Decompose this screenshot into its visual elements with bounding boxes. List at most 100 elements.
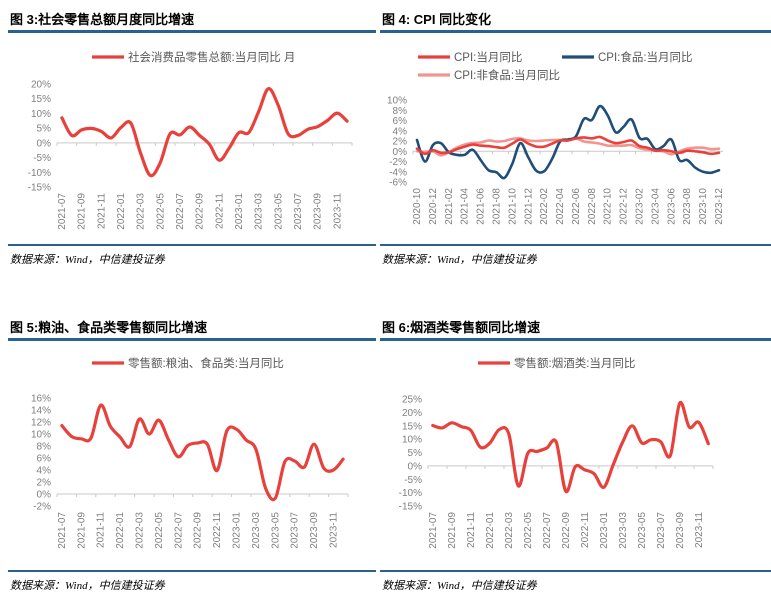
source-note: 数据来源：Wind，中信建投证券 <box>10 580 165 592</box>
x-axis-tick-label: 2023-06 <box>666 188 677 225</box>
footer-rule <box>380 570 771 572</box>
data-line-series-1 <box>415 104 721 180</box>
legend-label: CPI:非食品:当月同比 <box>454 68 560 82</box>
legend-label: CPI:食品:当月同比 <box>598 50 693 64</box>
data-line-series-0 <box>60 87 349 178</box>
cpi-yoy-line-chart: CPI:当月同比 CPI:食品:当月同比 CPI:非食品:当月同比 10%8%6%4%… <box>387 50 725 225</box>
figure-5-title: 图 5:粮油、食品类零售额同比增速 <box>10 320 208 335</box>
y-axis-tick-label: 0% <box>37 138 52 149</box>
x-axis-tick-label: 2022-05 <box>154 512 165 549</box>
x-axis-tick-label: 2023-07 <box>656 512 667 549</box>
y-axis-tick-label: 2% <box>37 478 52 489</box>
y-axis-tick-label: 2% <box>393 137 408 148</box>
data-line-series-0 <box>415 135 721 156</box>
y-axis-tick-label: 6% <box>37 454 52 465</box>
data-line-series-0 <box>431 400 710 494</box>
y-axis-tick-label: -10% <box>399 488 422 499</box>
y-axis-tick-label: 16% <box>31 394 51 405</box>
x-axis-tick-label: 2021-11 <box>466 512 477 548</box>
x-axis-tick-label: 2021-04 <box>460 188 471 225</box>
y-axis-tick-label: -15% <box>399 502 422 513</box>
x-axis-tick-label: 2021-07 <box>57 193 68 230</box>
x-axis-tick-label: 2023-05 <box>270 512 281 549</box>
x-axis-tick-label: 2023-08 <box>682 188 693 225</box>
x-axis-tick-label: 2022-01 <box>115 512 126 549</box>
y-axis-tick-label: 10% <box>387 96 407 107</box>
x-axis-tick-label: 2021-09 <box>76 512 87 549</box>
y-axis-tick-label: 15% <box>402 421 422 432</box>
figure-panel-5: 图 5:粮油、食品类零售额同比增速 零售额:粮油、食品类:当月同比 16% 14% 1… <box>8 316 376 616</box>
y-axis-tick-label: 20% <box>31 80 51 91</box>
x-axis-tick-label: 2023-02 <box>635 188 646 225</box>
y-axis-tick-label: 14% <box>31 406 51 417</box>
footer-rule <box>8 244 376 246</box>
x-axis-tick-label: 2022-05 <box>155 193 166 230</box>
x-axis-tick-label: 2021-09 <box>77 193 88 230</box>
x-axis-tick-label: 2022-03 <box>136 193 147 230</box>
x-axis-tick-label: 2021-07 <box>57 512 68 549</box>
legend-label: 零售额:粮油、食品类:当月同比 <box>128 356 284 370</box>
x-axis-tick-label: 2022-11 <box>580 512 591 548</box>
x-axis-tick-label: 2023-09 <box>675 512 686 549</box>
figure-6-title: 图 6:烟酒类零售额同比增速 <box>382 320 541 335</box>
y-axis-tick-label: 4% <box>393 126 408 137</box>
x-axis-tick-label: 2021-11 <box>96 193 107 229</box>
x-axis-tick-label: 2023-10 <box>698 188 709 225</box>
y-axis-tick-label: 10% <box>31 109 51 120</box>
x-axis-tick-label: 2022-02 <box>539 188 550 225</box>
x-axis-tick-label: 2022-10 <box>603 188 614 225</box>
y-axis-tick-label: -4% <box>389 167 407 178</box>
y-axis-tick-label: 20% <box>402 408 422 419</box>
x-axis-tick-label: 2021-07 <box>428 512 439 549</box>
x-axis-tick-label: 2021-12 <box>523 188 534 225</box>
x-axis-tick-label: 2022-03 <box>504 512 515 549</box>
x-axis-tick-label: 2023-01 <box>599 512 610 549</box>
y-axis-tick-label: -2% <box>389 157 407 168</box>
x-axis-tick-label: 2023-07 <box>290 512 301 549</box>
x-axis-tick-label: 2023-07 <box>293 193 304 230</box>
title-rule <box>380 30 771 33</box>
footer-rule <box>380 244 771 246</box>
x-axis-tick-label: 2023-05 <box>637 512 648 549</box>
x-axis-tick-label: 2022-04 <box>555 188 566 225</box>
x-axis-tick-label: 2023-03 <box>251 512 262 549</box>
legend-label: 零售额:烟酒类:当月同比 <box>514 356 635 370</box>
source-note: 数据来源：Wind，中信建投证券 <box>10 254 165 266</box>
x-axis-tick-label: 2023-11 <box>332 193 343 229</box>
x-axis-tick-label: 2021-02 <box>444 188 455 225</box>
x-axis-tick-label: 2022-03 <box>134 512 145 549</box>
x-axis-tick-label: 2023-12 <box>714 188 725 225</box>
tobacco-alcohol-retail-yoy-line-chart: 零售额:烟酒类:当月同比 25% 20% 15% 10% 5% 0% -5% -10% -15% 2… <box>399 356 714 549</box>
x-axis-tick-label: 2022-07 <box>542 512 553 549</box>
y-axis-tick-label: 6% <box>393 116 408 127</box>
legend-label: 社会消费品零售总额:当月同比 月 <box>128 50 295 64</box>
y-axis-tick-label: 10% <box>31 430 51 441</box>
y-axis-tick-label: -2% <box>33 502 51 513</box>
y-axis-tick-label: -6% <box>389 178 407 189</box>
x-axis-tick-label: 2021-08 <box>491 188 502 225</box>
x-axis-tick-label: 2022-01 <box>116 193 127 230</box>
grain-food-retail-yoy-line-chart: 零售额:粮油、食品类:当月同比 16%14%12%10%8%6%4%2%0%-2%… <box>31 356 349 549</box>
x-axis-tick-label: 2021-11 <box>96 512 107 548</box>
y-axis-tick-label: 15% <box>31 94 51 105</box>
data-line-series-0 <box>60 403 345 502</box>
y-axis-tick-label: 8% <box>37 442 52 453</box>
x-axis-tick-label: 2022-11 <box>214 193 225 229</box>
y-axis-tick-label: 0% <box>37 490 52 501</box>
x-axis-tick-label: 2023-03 <box>254 193 265 230</box>
x-axis-tick-label: 2023-03 <box>618 512 629 549</box>
title-rule <box>8 30 376 33</box>
x-axis-tick-label: 2022-08 <box>587 188 598 225</box>
retail-total-yoy-line-chart: 社会消费品零售总额:当月同比 月 20% 15% 10% 5% 0% -5% -10% -15%… <box>28 50 353 230</box>
x-axis-tick-label: 2020-10 <box>412 188 423 225</box>
figure-panel-6: 图 6:烟酒类零售额同比增速 零售额:烟酒类:当月同比 25% 20% 15% 10% 5… <box>380 316 771 616</box>
x-axis-tick-label: 2023-05 <box>273 193 284 230</box>
y-axis-tick-label: 5% <box>408 448 423 459</box>
y-axis-tick-label: 12% <box>31 418 51 429</box>
y-axis-tick-label: -10% <box>28 168 51 179</box>
x-axis-tick-label: 2022-12 <box>619 188 630 225</box>
y-axis-tick-label: -5% <box>33 153 51 164</box>
x-axis-tick-label: 2022-01 <box>485 512 496 549</box>
title-rule <box>8 338 376 341</box>
y-axis-tick-label: 25% <box>402 395 422 406</box>
